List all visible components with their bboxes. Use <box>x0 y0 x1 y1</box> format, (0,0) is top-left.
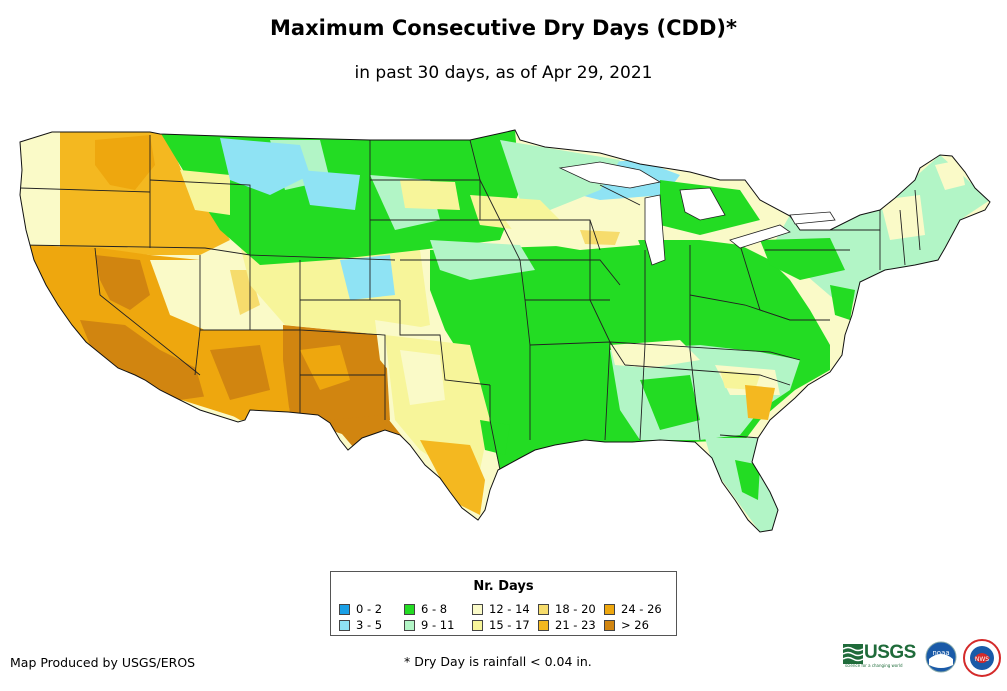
legend-item: 18 - 20 <box>538 602 596 616</box>
legend-label: 0 - 2 <box>356 602 383 616</box>
legend-item: 6 - 8 <box>404 602 447 616</box>
legend-label: 21 - 23 <box>555 618 596 632</box>
legend-item: > 26 <box>604 618 649 632</box>
region-pacific-northwest-coast <box>20 130 60 260</box>
legend-item: 9 - 11 <box>404 618 454 632</box>
usgs-logo: USGS science for a changing world <box>843 642 919 668</box>
dry-day-note: * Dry Day is rainfall < 0.04 in. <box>404 654 592 669</box>
region-upper-midwest-light <box>430 140 760 280</box>
legend-item: 24 - 26 <box>604 602 662 616</box>
legend-swatch <box>339 620 350 631</box>
legend-swatch <box>472 604 483 615</box>
legend-label: 18 - 20 <box>555 602 596 616</box>
region-great-basin-core <box>80 255 215 400</box>
usgs-wave-icon <box>843 644 863 664</box>
legend-swatch <box>404 604 415 615</box>
region-minnesota-iowa-yellow <box>400 180 640 250</box>
legend-item: 15 - 17 <box>472 618 530 632</box>
legend-swatch <box>604 604 615 615</box>
noaa-wordmark: noaa <box>932 649 949 657</box>
region-new-england-yellow <box>880 160 965 240</box>
usgs-wordmark: USGS <box>864 642 916 663</box>
legend-item: 3 - 5 <box>339 618 382 632</box>
legend-label: 24 - 26 <box>621 602 662 616</box>
legend-swatch <box>538 604 549 615</box>
legend-swatch <box>339 604 350 615</box>
legend-label: 6 - 8 <box>421 602 448 616</box>
nws-wordmark: NWS <box>975 656 989 663</box>
legend-label: 15 - 17 <box>489 618 530 632</box>
legend: Nr. Days 0 - 2 3 - 5 6 - 8 9 - 11 12 - 1… <box>330 571 677 636</box>
map-subtitle: in past 30 days, as of Apr 29, 2021 <box>354 63 653 83</box>
legend-swatch <box>538 620 549 631</box>
legend-swatch <box>604 620 615 631</box>
legend-label: 3 - 5 <box>356 618 383 632</box>
region-southwest-desert <box>195 330 290 420</box>
legend-label: 12 - 14 <box>489 602 530 616</box>
legend-label: 9 - 11 <box>421 618 455 632</box>
region-nebraska-cyan <box>340 255 395 300</box>
region-florida <box>705 438 778 532</box>
great-lakes <box>558 161 836 266</box>
legend-item: 0 - 2 <box>339 602 382 616</box>
legend-title: Nr. Days <box>473 579 534 594</box>
region-texas-central-yellow <box>385 335 490 470</box>
nws-logo: NWS <box>963 639 1001 677</box>
legend-swatch <box>472 620 483 631</box>
usgs-tagline: science for a changing world <box>845 663 903 668</box>
noaa-logo: noaa <box>925 641 957 673</box>
legend-item: 21 - 23 <box>538 618 596 632</box>
legend-label: > 26 <box>621 618 649 632</box>
state-borders <box>20 135 921 471</box>
cdd-map <box>19 129 991 533</box>
legend-item: 12 - 14 <box>472 602 530 616</box>
map-credit: Map Produced by USGS/EROS <box>10 655 196 670</box>
legend-swatch <box>404 620 415 631</box>
region-texas-south-orange <box>420 420 510 515</box>
map-title: Maximum Consecutive Dry Days (CDD)* <box>270 16 737 40</box>
region-montana-west <box>95 135 155 190</box>
region-montana-cyan <box>220 138 360 210</box>
region-georgia-orange <box>745 385 775 420</box>
